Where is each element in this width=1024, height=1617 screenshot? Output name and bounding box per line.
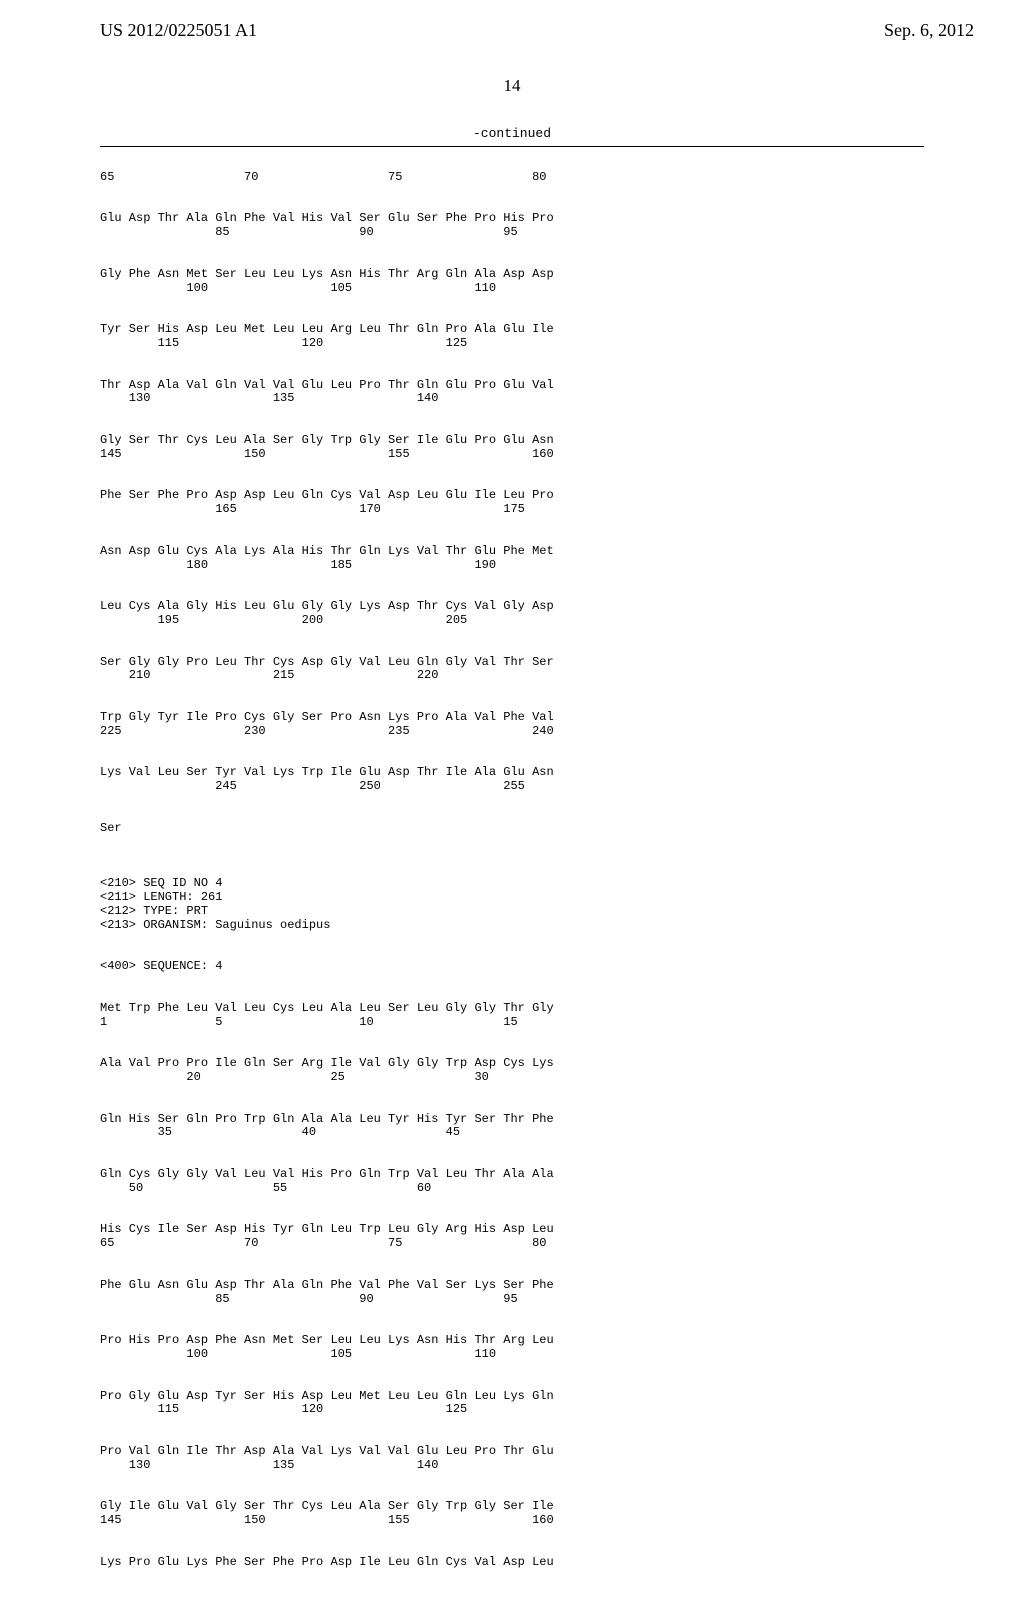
sequence-row: Lys Val Leu Ser Tyr Val Lys Trp Ile Glu … — [100, 766, 924, 794]
sequence-row: Pro His Pro Asp Phe Asn Met Ser Leu Leu … — [100, 1334, 924, 1362]
sequence-row: Gln His Ser Gln Pro Trp Gln Ala Ala Leu … — [100, 1113, 924, 1141]
page-number: 14 — [0, 76, 1024, 96]
sequence-row: Leu Cys Ala Gly His Leu Glu Gly Gly Lys … — [100, 600, 924, 628]
sequence-row: Ser Gly Gly Pro Leu Thr Cys Asp Gly Val … — [100, 656, 924, 684]
sequence-row: Lys Pro Glu Lys Phe Ser Phe Pro Asp Ile … — [100, 1556, 924, 1570]
sequence-row: Glu Asp Thr Ala Gln Phe Val His Val Ser … — [100, 212, 924, 240]
sequence-row: Gly Phe Asn Met Ser Leu Leu Lys Asn His … — [100, 268, 924, 296]
sequence-row: Trp Gly Tyr Ile Pro Cys Gly Ser Pro Asn … — [100, 711, 924, 739]
sequence-listing: 65 70 75 80 Glu Asp Thr Ala Gln Phe Val … — [0, 147, 1024, 1617]
sequence-row: Gly Ser Thr Cys Leu Ala Ser Gly Trp Gly … — [100, 434, 924, 462]
publication-number: US 2012/0225051 A1 — [100, 20, 257, 41]
sequence-row: Phe Glu Asn Glu Asp Thr Ala Gln Phe Val … — [100, 1279, 924, 1307]
sequence-row: Asn Asp Glu Cys Ala Lys Ala His Thr Gln … — [100, 545, 924, 573]
sequence-row: Ser — [100, 822, 924, 836]
publication-date: Sep. 6, 2012 — [884, 20, 974, 41]
sequence-row: Tyr Ser His Asp Leu Met Leu Leu Arg Leu … — [100, 323, 924, 351]
sequence-row: Met Trp Phe Leu Val Leu Cys Leu Ala Leu … — [100, 1002, 924, 1030]
sequence-row: Pro Gly Glu Asp Tyr Ser His Asp Leu Met … — [100, 1390, 924, 1418]
sequence-row: Pro Val Gln Ile Thr Asp Ala Val Lys Val … — [100, 1445, 924, 1473]
position-row: 65 70 75 80 — [100, 171, 924, 185]
sequence-row: Phe Ser Phe Pro Asp Asp Leu Gln Cys Val … — [100, 489, 924, 517]
sequence-header: <400> SEQUENCE: 4 — [100, 960, 924, 974]
sequence-row: Gly Ile Glu Val Gly Ser Thr Cys Leu Ala … — [100, 1500, 924, 1528]
sequence-row: Thr Asp Ala Val Gln Val Val Glu Leu Pro … — [100, 379, 924, 407]
sequence-row: His Cys Ile Ser Asp His Tyr Gln Leu Trp … — [100, 1223, 924, 1251]
sequence-metadata: <210> SEQ ID NO 4 <211> LENGTH: 261 <212… — [100, 877, 924, 932]
continued-label: -continued — [0, 126, 1024, 141]
page-header: US 2012/0225051 A1 Sep. 6, 2012 — [0, 0, 1024, 41]
sequence-row: Ala Val Pro Pro Ile Gln Ser Arg Ile Val … — [100, 1057, 924, 1085]
sequence-row: Gln Cys Gly Gly Val Leu Val His Pro Gln … — [100, 1168, 924, 1196]
